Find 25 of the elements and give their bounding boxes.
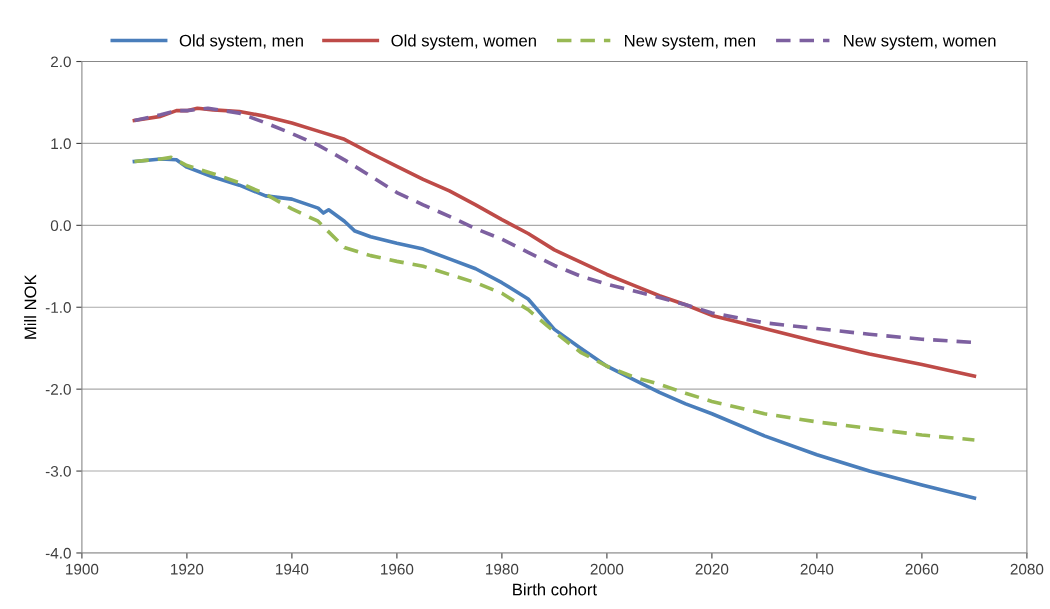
x-tick-label: 2020 xyxy=(695,563,729,575)
x-tick-label: 2040 xyxy=(800,563,834,575)
legend-label: Old system, women xyxy=(391,34,536,50)
y-tick-label: -4.0 xyxy=(45,547,71,559)
x-tick-label: 1960 xyxy=(381,563,414,575)
x-tick-label: 2000 xyxy=(590,563,624,575)
y-axis-title: Mill NOK xyxy=(24,274,37,339)
x-tick-label: 1940 xyxy=(276,563,309,575)
legend-label: New system, women xyxy=(844,34,996,50)
x-tick-label: 1980 xyxy=(486,563,519,575)
y-tick-label: -2.0 xyxy=(45,384,71,395)
x-tick-label: 2080 xyxy=(1010,563,1044,575)
legend-label: New system, men xyxy=(625,34,756,50)
y-tick-label: -1.0 xyxy=(45,302,71,313)
y-tick-label: -3.0 xyxy=(45,465,71,477)
line-series xyxy=(132,155,977,442)
y-tick-label: 1.0 xyxy=(51,138,71,150)
line-series xyxy=(132,157,977,500)
legend-label: Old system, men xyxy=(179,34,303,50)
x-tick-label: 1920 xyxy=(171,563,204,575)
y-tick-label: 2.0 xyxy=(51,56,71,68)
x-tick-label: 2060 xyxy=(905,563,939,575)
y-tick-label: 0.0 xyxy=(50,220,71,232)
x-tick-label: 1900 xyxy=(66,563,99,575)
x-axis-title: Birth cohort xyxy=(513,583,597,596)
